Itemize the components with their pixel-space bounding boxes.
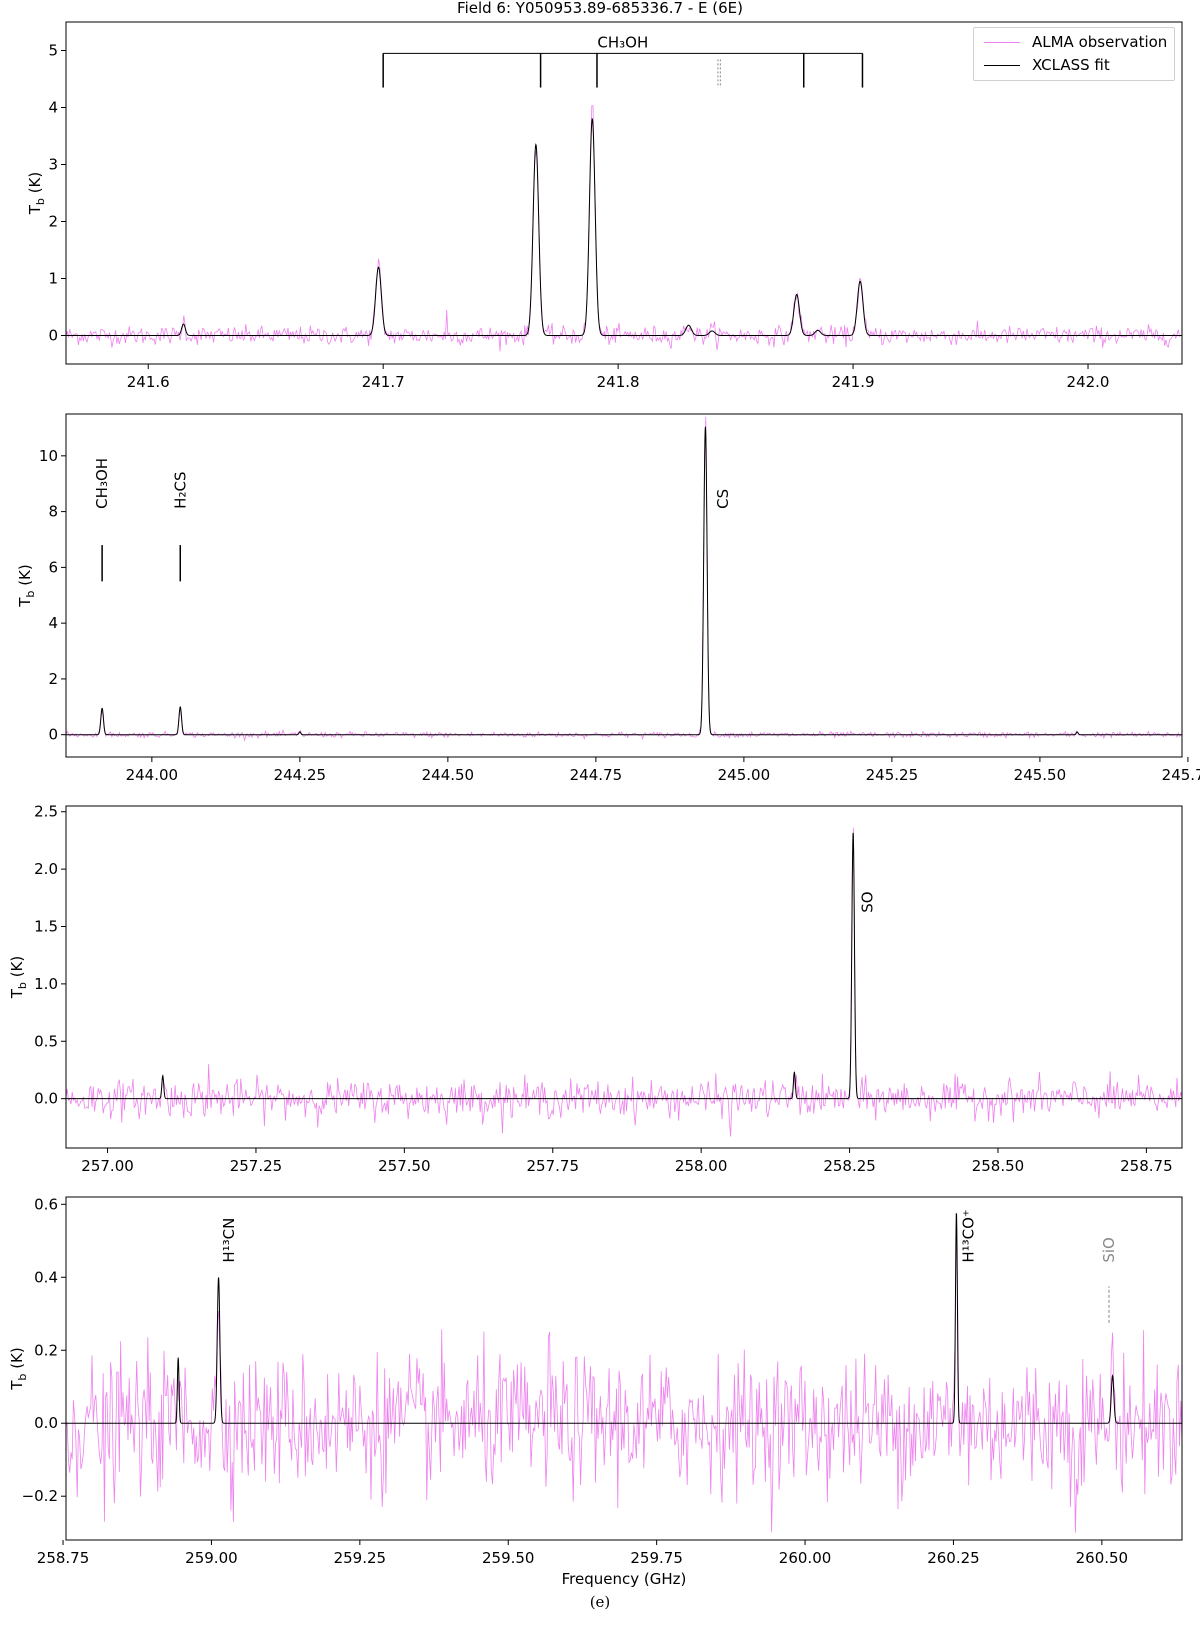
y-tick-label: 0.4 [34,1268,58,1286]
x-tick-label: 259.00 [185,1549,238,1567]
x-axis-label: Frequency (GHz) [562,1570,687,1588]
fit-series [66,117,1182,336]
y-tick-label: 2 [48,670,58,688]
x-tick-label: 257.25 [230,1157,283,1175]
plot-frame [65,805,1183,1149]
figure-title: Field 6: Y050953.89-685336.7 - E (6E) [457,0,743,17]
panel-3: 257.00 257.25 257.50 257.75 258.00 258.25 258.… [8,803,1183,1175]
observation-series [65,416,1183,742]
x-tick-label: 260.25 [927,1549,980,1567]
y-tick-label: 3 [48,156,58,174]
y-axis-label: Tb (K) [16,564,37,607]
legend-label-fit: XCLASS fit [1032,56,1110,74]
x-tick-label: 244.25 [274,766,327,784]
x-tick-label: 258.50 [972,1157,1025,1175]
x-tick-label: 244.75 [570,766,623,784]
legend-item-observation: ALMA observation [984,32,1167,52]
y-tick-label: 5 [48,42,58,60]
y-tick-label: 0.0 [34,1090,58,1108]
x-tick-label: 245.75 [1162,766,1200,784]
y-tick-label: 1 [48,270,58,288]
x-tick-label: 260.00 [779,1549,832,1567]
x-tick-label: 258.00 [675,1157,728,1175]
x-tick-label: 241.6 [127,373,170,391]
x-tick-label: 258.75 [1120,1157,1173,1175]
plot-frame [65,413,1183,758]
x-tick-label: 241.8 [597,373,640,391]
fit-series [66,1212,1182,1424]
panel-1: 241.6 241.7 241.8 241.9 242.0 0 1 2 3 4 5 Tb (K) CH₃… [26,21,1183,391]
y-tick-label: 8 [48,503,58,521]
legend: ALMA observation XCLASS fit [973,27,1175,81]
figure-caption: (e) [589,1593,611,1611]
fit-series [66,832,1182,1100]
line-label: CH₃OH [93,458,111,509]
y-axis-label: Tb (K) [8,956,29,999]
plot-frame [65,21,1183,365]
legend-swatch-observation [984,41,1020,43]
y-tick-label: 0.5 [34,1032,58,1050]
observation-series [65,1227,1183,1533]
y-axis-label: Tb (K) [8,1347,29,1390]
line-label: H¹³CO⁺ [959,1209,977,1263]
group-label: CH₃OH [597,33,648,51]
line-label: SiO [1100,1237,1118,1263]
legend-item-fit: XCLASS fit [984,55,1110,75]
x-tick-label: 245.00 [718,766,771,784]
x-tick-label: 257.00 [81,1157,134,1175]
x-tick-label: 258.75 [37,1549,90,1567]
y-tick-label: 0 [48,726,58,744]
x-tick-label: 259.25 [334,1549,387,1567]
line-label: SO [858,891,876,912]
y-tick-label: 0 [48,327,58,345]
x-tick-label: 259.50 [482,1549,535,1567]
y-tick-label: 0.0 [34,1414,58,1432]
x-tick-label: 258.25 [823,1157,876,1175]
x-tick-label: 257.75 [527,1157,580,1175]
legend-swatch-fit [984,64,1020,66]
x-tick-label: 244.50 [422,766,475,784]
line-label: H¹³CN [220,1218,238,1263]
observation-series [65,105,1183,352]
plot-frame [65,1196,1183,1541]
line-label: CS [714,489,732,509]
fit-series [66,426,1182,736]
x-tick-label: 257.50 [378,1157,431,1175]
x-tick-label: 242.0 [1067,373,1110,391]
x-tick-label: 245.50 [1014,766,1067,784]
y-tick-label: 2 [48,213,58,231]
x-tick-label: 241.7 [362,373,405,391]
line-label: H₂CS [171,472,189,509]
x-tick-label: 245.25 [866,766,919,784]
x-tick-label: 259.75 [630,1549,683,1567]
y-tick-label: 0.2 [34,1341,58,1359]
y-tick-label: 4 [48,99,58,117]
y-tick-label: 4 [48,614,58,632]
y-tick-label: 0.6 [34,1195,58,1213]
y-tick-label: 1.5 [34,918,58,936]
panel-2: 244.00 244.25 244.50 244.75 245.00 245.25 245.… [16,413,1200,784]
y-tick-label: 10 [39,447,58,465]
panel-4: 258.75 259.00 259.25 259.50 259.75 260.00 260.… [8,1195,1183,1588]
x-tick-label: 241.9 [832,373,875,391]
legend-label-observation: ALMA observation [1032,33,1168,51]
y-tick-label: 2.5 [34,803,58,821]
x-tick-label: 260.50 [1076,1549,1129,1567]
y-axis-label: Tb (K) [26,172,47,215]
observation-series [65,827,1183,1137]
y-tick-label: 1.0 [34,975,58,993]
y-tick-label: 6 [48,558,58,576]
x-tick-label: 244.00 [126,766,179,784]
y-tick-label: 2.0 [34,860,58,878]
y-tick-label: −0.2 [22,1487,58,1505]
